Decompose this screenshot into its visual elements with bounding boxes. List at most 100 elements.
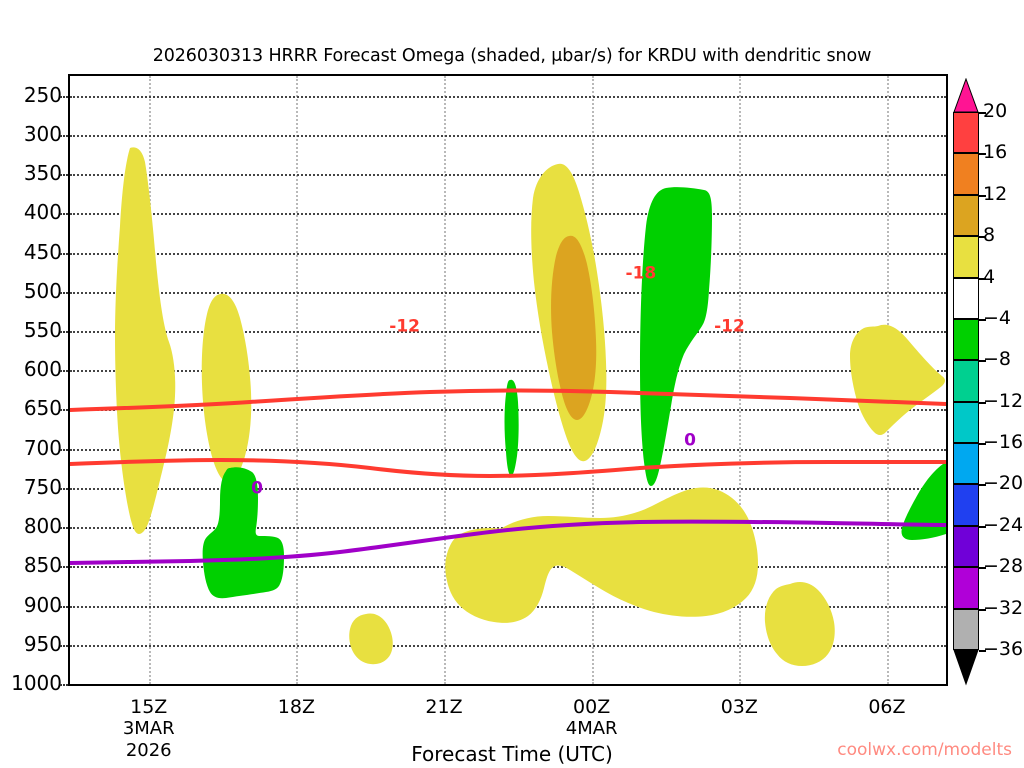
y-tick-mark-400 bbox=[60, 213, 68, 216]
shade-small-low-yellow-blob bbox=[349, 613, 393, 665]
colorbar-cell-20 bbox=[953, 112, 979, 154]
y-tick-label-750: 750 bbox=[23, 474, 62, 499]
watermark: coolwx.com/modelts bbox=[837, 740, 1012, 760]
colorbar-label-20: 20 bbox=[983, 100, 1008, 122]
x-tick-label-15Z: 15Z bbox=[130, 696, 168, 718]
colorbar-tick--24 bbox=[979, 525, 986, 528]
gridline-time-18Z bbox=[296, 76, 299, 684]
colorbar-label-4: 4 bbox=[983, 265, 996, 288]
x-axis-title: Forecast Time (UTC) bbox=[411, 742, 613, 766]
gridline-time-21Z bbox=[444, 76, 447, 684]
shade-lower-right-yellow-blob bbox=[764, 582, 835, 666]
x-tick-label-06Z: 06Z bbox=[868, 696, 906, 718]
y-tick-mark-650 bbox=[60, 409, 68, 412]
colorbar-tick-12 bbox=[979, 194, 986, 197]
y-tick-mark-800 bbox=[60, 527, 68, 530]
x-tick-date-3MAR: 3MAR bbox=[122, 718, 175, 739]
shade-left-green-low-blob bbox=[202, 467, 284, 599]
gridline-pressure-500 bbox=[70, 291, 946, 294]
y-tick-mark-1000 bbox=[60, 684, 68, 686]
colorbar-cell-12 bbox=[953, 194, 979, 237]
x-tick-label-21Z: 21Z bbox=[425, 696, 463, 718]
colorbar-label--24: −24 bbox=[983, 513, 1024, 536]
x-tick-date-4MAR: 4MAR bbox=[565, 718, 618, 739]
colorbar-label--12: −12 bbox=[983, 389, 1024, 412]
gridline-pressure-600 bbox=[70, 370, 946, 373]
colorbar-cell--32 bbox=[953, 608, 979, 650]
y-tick-label-450: 450 bbox=[23, 239, 62, 264]
y-tick-label-850: 850 bbox=[23, 553, 62, 578]
contour-freezing-level-line bbox=[70, 519, 946, 565]
shade-left-upper-yellow-plume bbox=[115, 147, 176, 534]
gridline-pressure-300 bbox=[70, 134, 946, 137]
x-tick-year-2026: 2026 bbox=[125, 740, 172, 761]
gridline-pressure-750 bbox=[70, 487, 946, 490]
colorbar-cell--8 bbox=[953, 360, 979, 402]
y-tick-mark-550 bbox=[60, 330, 68, 333]
colorbar-label--28: −28 bbox=[983, 555, 1024, 578]
contour-label-freezing-level-0: 0 bbox=[251, 478, 263, 499]
colorbar-label-8: 8 bbox=[983, 224, 996, 247]
y-tick-mark-950 bbox=[60, 644, 68, 647]
contour-dgr-upper-line bbox=[70, 388, 946, 412]
colorbar-tick-20 bbox=[979, 112, 986, 114]
colorbar-label-16: 16 bbox=[983, 141, 1008, 164]
y-tick-mark-500 bbox=[60, 291, 68, 294]
colorbar-label-12: 12 bbox=[983, 182, 1008, 205]
x-tick-label-00Z: 00Z bbox=[573, 696, 611, 718]
omega-shaded-field bbox=[115, 147, 946, 666]
shade-small-green-sliver bbox=[504, 379, 519, 476]
colorbar-tick-8 bbox=[979, 236, 986, 239]
y-tick-label-500: 500 bbox=[23, 278, 62, 303]
shade-right-green-edge bbox=[901, 462, 946, 540]
colorbar-arrow-top bbox=[953, 78, 979, 113]
colorbar-tick-16 bbox=[979, 153, 986, 156]
y-tick-label-650: 650 bbox=[23, 396, 62, 421]
gridline-pressure-350 bbox=[70, 174, 946, 177]
colorbar-tick--4 bbox=[979, 318, 986, 321]
y-tick-mark-450 bbox=[60, 252, 68, 255]
colorbar-tick-4 bbox=[979, 277, 986, 280]
colorbar-tick--36 bbox=[979, 650, 986, 652]
colorbar-cell-4 bbox=[953, 277, 979, 319]
colorbar: 20 16 12 8 4 −4 −8 −12 −16 −20 −24 −28 −32 −36 bbox=[953, 78, 1023, 686]
contour-label-dgr-lower-1: -12 bbox=[714, 316, 745, 337]
contour-lines bbox=[70, 388, 946, 565]
y-tick-label-900: 900 bbox=[23, 592, 62, 617]
colorbar-cell--20 bbox=[953, 484, 979, 526]
gridline-pressure-450 bbox=[70, 252, 946, 255]
colorbar-cell-16 bbox=[953, 153, 979, 195]
gridline-time-03Z bbox=[739, 76, 742, 684]
y-tick-mark-600 bbox=[60, 370, 68, 373]
contour-label-freezing-level-1: 0 bbox=[684, 430, 696, 451]
title-line-1: 2026030313 HRRR Forecast Omega (shaded, … bbox=[152, 46, 872, 66]
colorbar-tick--8 bbox=[979, 360, 986, 363]
colorbar-cell--24 bbox=[953, 525, 979, 568]
contour-dgr-lower-line bbox=[70, 457, 946, 479]
y-tick-label-350: 350 bbox=[23, 161, 62, 186]
contour-label-dgr-upper-0: -18 bbox=[625, 263, 657, 284]
gridline-pressure-1000 bbox=[70, 684, 946, 686]
colorbar-cell--28 bbox=[953, 567, 979, 609]
gridline-pressure-950 bbox=[70, 644, 946, 647]
colorbar-label--4: −4 bbox=[983, 306, 1012, 329]
y-tick-mark-900 bbox=[60, 605, 68, 608]
shade-left-second-yellow-blob bbox=[201, 293, 252, 483]
colorbar-tick--28 bbox=[979, 567, 986, 570]
y-tick-label-1000: 1000 bbox=[11, 671, 62, 695]
y-tick-mark-250 bbox=[60, 95, 68, 98]
colorbar-tick--16 bbox=[979, 443, 986, 446]
gridline-pressure-250 bbox=[70, 95, 946, 98]
y-tick-mark-700 bbox=[60, 448, 68, 451]
y-tick-label-700: 700 bbox=[23, 435, 62, 460]
shade-center-orange-core bbox=[551, 235, 597, 420]
y-tick-label-300: 300 bbox=[23, 121, 62, 146]
y-tick-label-800: 800 bbox=[23, 514, 62, 539]
y-tick-mark-350 bbox=[60, 174, 68, 177]
colorbar-label--20: −20 bbox=[983, 472, 1024, 495]
shade-right-upper-yellow-blob bbox=[850, 324, 945, 435]
x-tick-label-03Z: 03Z bbox=[720, 696, 758, 718]
colorbar-label--32: −32 bbox=[983, 596, 1024, 619]
y-tick-label-250: 250 bbox=[23, 82, 62, 107]
